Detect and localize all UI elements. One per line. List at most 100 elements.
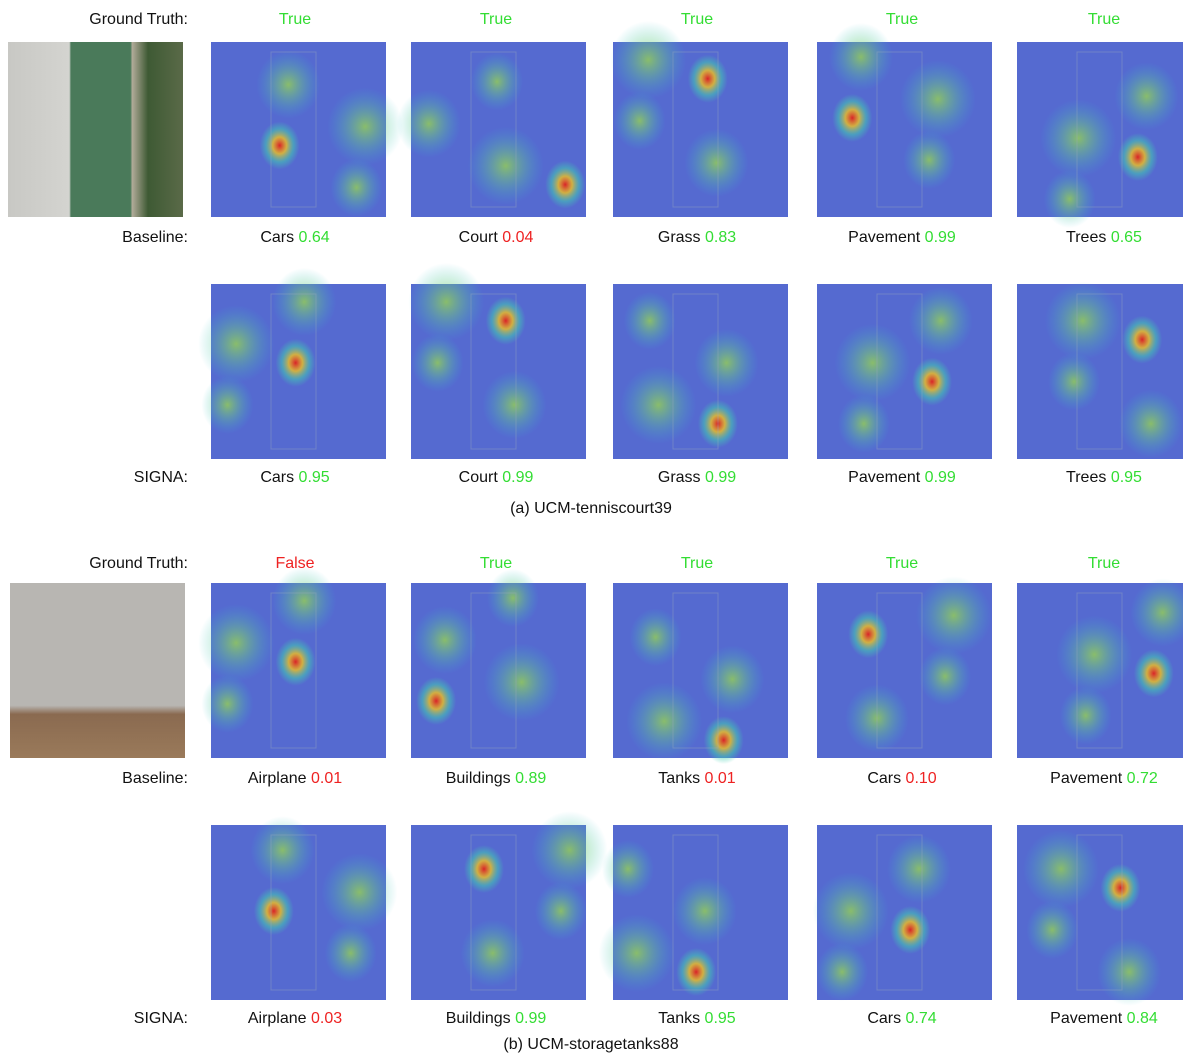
- heat-blob: [687, 54, 728, 103]
- heat-blob: [1133, 649, 1174, 698]
- heatmap-structure: [470, 834, 517, 991]
- heat-blob: [816, 942, 869, 1001]
- heat-blob: [201, 375, 254, 434]
- heatmap-structure: [1076, 592, 1123, 749]
- heat-blob: [629, 608, 682, 667]
- ground-truth: True: [1087, 555, 1121, 572]
- score: 0.72: [1126, 770, 1158, 787]
- heat-blob: [411, 333, 464, 392]
- heat-blob: [464, 845, 504, 893]
- signa-result: Cars 0.95: [260, 470, 329, 486]
- heatmap-structure: [1076, 834, 1123, 991]
- heatmap-structure: [1076, 51, 1123, 208]
- heatmap-structure: [270, 51, 317, 208]
- heat-blob: [1044, 281, 1121, 360]
- class-label: Court: [458, 229, 498, 246]
- class-label: Trees: [1066, 469, 1107, 486]
- heat-blob: [272, 566, 337, 635]
- signa-result: Grass 0.99: [658, 470, 736, 486]
- baseline-result: Grass 0.83: [658, 230, 736, 246]
- heat-blob: [700, 645, 765, 714]
- class-label: Cars: [260, 229, 295, 246]
- heat-blob: [416, 676, 457, 725]
- heat-blob: [837, 394, 890, 453]
- row-label: Baseline:: [122, 229, 188, 246]
- class-label: Cars: [867, 1010, 902, 1027]
- signa-result: Court 0.99: [459, 470, 534, 486]
- heat-blob: [1048, 352, 1101, 411]
- row-label: Ground Truth:: [89, 11, 188, 28]
- baseline-result: Buildings 0.89: [446, 771, 547, 787]
- score: 0.84: [1126, 1010, 1158, 1027]
- heat-blob: [198, 304, 275, 383]
- heat-blob: [324, 924, 377, 983]
- class-label: Grass: [657, 469, 701, 486]
- class-label: Pavement: [848, 469, 921, 486]
- heat-blob: [912, 357, 953, 406]
- score: 0.74: [905, 1010, 937, 1027]
- heat-blob: [250, 816, 315, 885]
- heat-blob: [703, 716, 744, 765]
- signa-result: Cars 0.74: [867, 1011, 936, 1027]
- ground-truth: True: [680, 555, 714, 572]
- class-label: Tanks: [658, 770, 701, 787]
- class-label: Pavement: [1050, 1010, 1123, 1027]
- heat-blob: [272, 267, 337, 336]
- heat-blob: [483, 643, 560, 722]
- heat-blob: [534, 882, 587, 941]
- baseline-result: Cars 0.10: [867, 771, 936, 787]
- score: 0.99: [704, 469, 737, 486]
- heatmap-structure: [270, 293, 317, 450]
- score: 0.99: [924, 469, 956, 486]
- row-label: Baseline:: [122, 770, 188, 787]
- heatmap-structure: [270, 834, 317, 991]
- original-image: [8, 42, 183, 217]
- heat-blob: [321, 853, 398, 932]
- class-label: Buildings: [445, 1010, 511, 1027]
- row-label: Ground Truth:: [89, 555, 188, 572]
- heatmap-structure: [876, 834, 923, 991]
- heat-blob: [487, 569, 539, 627]
- heat-blob: [602, 840, 654, 898]
- caption: (a) UCM-tenniscourt39: [510, 500, 672, 517]
- ground-truth: True: [479, 555, 513, 572]
- heat-blob: [259, 121, 300, 170]
- heat-blob: [327, 87, 404, 166]
- heat-blob: [672, 877, 737, 946]
- heat-blob: [471, 52, 524, 111]
- heat-blob: [1040, 99, 1117, 178]
- heat-blob: [676, 947, 717, 996]
- heat-blob: [330, 158, 383, 217]
- signa-result: Buildings 0.99: [446, 1011, 547, 1027]
- heat-blob: [1100, 863, 1141, 912]
- score: 0.95: [704, 1010, 736, 1027]
- signa-result: Trees 0.95: [1066, 470, 1142, 486]
- signa-result: Tanks 0.95: [658, 1011, 735, 1027]
- heat-blob: [890, 905, 931, 954]
- baseline-result: Court 0.04: [459, 230, 534, 246]
- heat-blob: [829, 23, 893, 91]
- score: 0.01: [311, 770, 343, 787]
- score: 0.95: [1110, 469, 1142, 486]
- class-label: Cars: [260, 469, 295, 486]
- heat-blob: [412, 606, 477, 675]
- score: 0.03: [311, 1010, 343, 1027]
- score: 0.65: [1110, 229, 1142, 246]
- heat-blob: [1097, 937, 1162, 1006]
- baseline-result: Tanks 0.01: [658, 771, 735, 787]
- heat-blob: [460, 919, 525, 988]
- score: 0.10: [905, 770, 937, 787]
- baseline-result: Pavement 0.99: [848, 230, 956, 246]
- signa-result: Pavement 0.84: [1050, 1011, 1158, 1027]
- baseline-result: Cars 0.64: [260, 230, 329, 246]
- heat-blob: [1118, 389, 1183, 458]
- score: 0.89: [515, 770, 547, 787]
- heat-blob: [531, 811, 608, 890]
- heatmap-structure: [672, 51, 719, 208]
- heat-blob: [482, 370, 547, 439]
- heat-blob: [844, 684, 909, 753]
- heat-blob: [396, 89, 461, 158]
- heat-blob: [598, 914, 675, 993]
- score: 0.95: [298, 469, 330, 486]
